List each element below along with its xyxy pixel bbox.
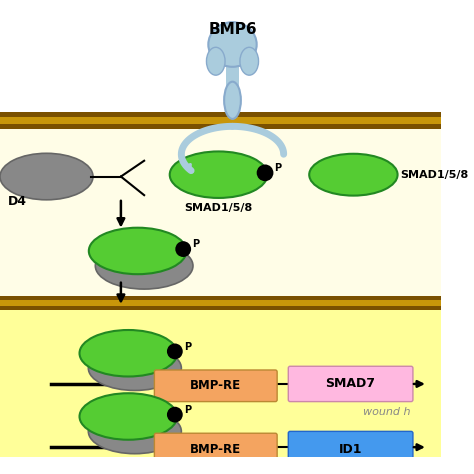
Bar [0,129,441,297]
Ellipse shape [167,407,183,422]
Ellipse shape [170,151,267,198]
Ellipse shape [80,330,177,376]
Ellipse shape [208,22,257,67]
Text: P: P [184,405,191,415]
Text: SMAD7: SMAD7 [326,377,375,391]
Bar [0,296,441,300]
Ellipse shape [88,346,182,391]
Bar [0,17,441,114]
FancyBboxPatch shape [155,433,277,465]
Text: BMP-RE: BMP-RE [190,379,241,392]
Ellipse shape [240,47,258,75]
Text: BMP6: BMP6 [208,22,257,37]
Ellipse shape [207,47,225,75]
FancyBboxPatch shape [288,366,413,401]
Text: SMAD1/5/8: SMAD1/5/8 [184,202,253,213]
Bar [0,306,441,310]
Ellipse shape [88,409,182,454]
Bar [0,296,441,310]
Ellipse shape [175,241,191,257]
Bar [0,310,441,457]
Ellipse shape [257,164,273,181]
Ellipse shape [0,153,93,200]
Ellipse shape [80,393,177,440]
Text: P: P [192,239,200,249]
Bar [0,112,441,117]
Text: P: P [184,342,191,352]
Ellipse shape [89,228,186,274]
Ellipse shape [224,82,241,119]
Text: BMP-RE: BMP-RE [190,443,241,456]
Ellipse shape [309,154,398,196]
Ellipse shape [167,344,183,359]
Bar [226,65,239,93]
Text: SMAD1/5/8: SMAD1/5/8 [400,170,468,180]
Text: ID1: ID1 [339,443,362,456]
Ellipse shape [95,243,193,289]
Text: P: P [274,163,282,173]
Bar [0,125,441,129]
Bar [0,112,441,129]
FancyBboxPatch shape [155,370,277,401]
FancyBboxPatch shape [288,431,413,467]
Text: wound h: wound h [363,407,410,417]
Text: D4: D4 [8,195,27,208]
